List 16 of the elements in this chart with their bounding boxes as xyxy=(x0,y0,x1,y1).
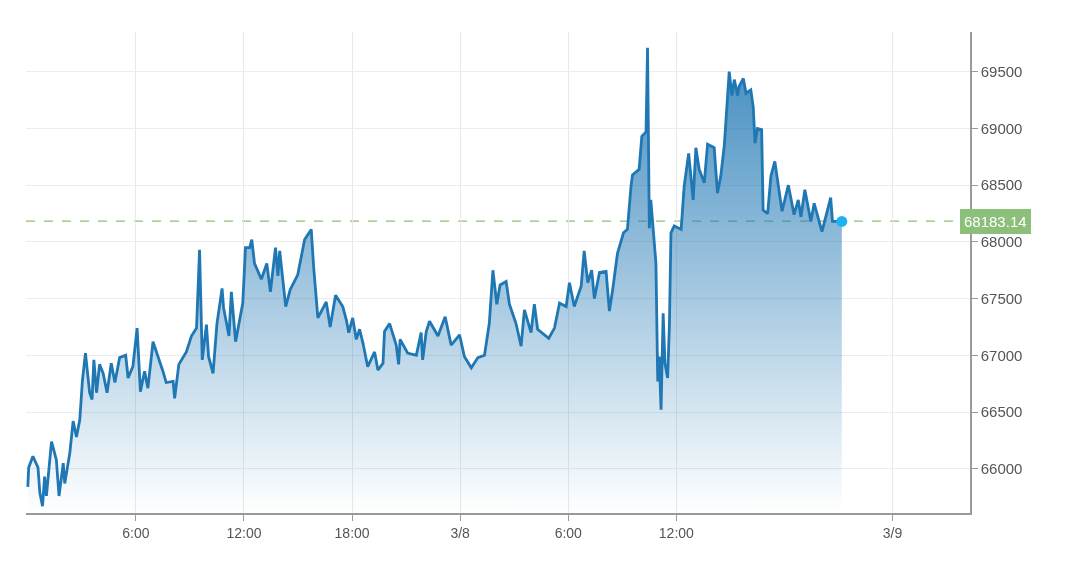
y-tick-label: 68000 xyxy=(980,233,1023,251)
x-tick-label: 6:00 xyxy=(122,524,150,541)
ref-line-label: 68183.14 xyxy=(964,213,1027,230)
x-tick-label: 18:00 xyxy=(334,524,370,541)
y-tick-label: 66500 xyxy=(980,403,1023,421)
x-tick-label: 6:00 xyxy=(554,524,583,541)
x-tick-label: 12:00 xyxy=(658,524,695,541)
x-tick-label: 12:00 xyxy=(226,524,262,541)
y-tick-label: 66000 xyxy=(980,460,1023,478)
y-tick-label: 67000 xyxy=(980,346,1023,364)
y-tick-label: 69000 xyxy=(980,119,1023,137)
y-tick-label: 69500 xyxy=(980,62,1023,80)
x-tick-label: 3/9 xyxy=(882,524,903,541)
y-tick-label: 68500 xyxy=(980,176,1023,194)
y-tick-label: 67500 xyxy=(980,289,1023,307)
x-tick-label: 3/8 xyxy=(450,524,471,541)
